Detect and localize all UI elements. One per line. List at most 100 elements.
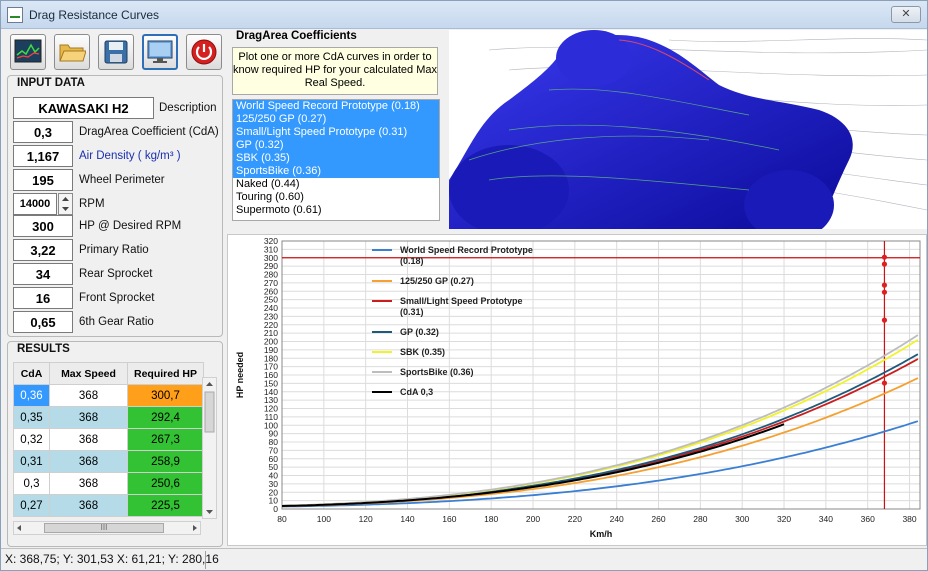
front-sprocket-label: Front Sprocket xyxy=(79,292,155,304)
hp-input[interactable]: 300 xyxy=(13,215,73,237)
cda-list-item[interactable]: Small/Light Speed Prototype (0.31) xyxy=(233,126,439,139)
y-tick-label: 40 xyxy=(269,471,279,481)
display-button[interactable] xyxy=(142,34,178,70)
results-header-row: CdA Max Speed Required HP xyxy=(13,362,204,385)
series-line xyxy=(282,334,919,507)
results-row[interactable]: 0,31 368 258,9 xyxy=(13,450,204,473)
y-tick-label: 100 xyxy=(264,420,278,430)
app-chart-icon xyxy=(7,7,23,23)
air-density-label: Air Density ( kg/m³ ) xyxy=(79,150,181,162)
x-tick-label: 360 xyxy=(861,514,875,524)
results-row[interactable]: 0,3 368 250,6 xyxy=(13,472,204,495)
cda-cell[interactable]: 0,31 xyxy=(13,450,50,473)
results-vertical-scrollbar[interactable] xyxy=(202,377,217,519)
results-row[interactable]: 0,27 368 225,5 xyxy=(13,494,204,517)
required-hp-cell[interactable]: 250,6 xyxy=(127,472,204,495)
required-hp-cell[interactable]: 225,5 xyxy=(127,494,204,517)
max-speed-cell[interactable]: 368 xyxy=(49,450,128,473)
hp-label: HP @ Desired RPM xyxy=(79,220,182,232)
cda-list-item[interactable]: SportsBike (0.36) xyxy=(233,165,439,178)
cda-cell[interactable]: 0,3 xyxy=(13,472,50,495)
max-speed-cell[interactable]: 368 xyxy=(49,494,128,517)
hscroll-thumb[interactable]: III xyxy=(44,523,164,533)
y-tick-label: 10 xyxy=(269,496,279,506)
y-tick-label: 20 xyxy=(269,487,279,497)
cda-list-item[interactable]: GP (0.32) xyxy=(233,139,439,152)
window-title: Drag Resistance Curves xyxy=(29,8,160,22)
cda-cell[interactable]: 0,36 xyxy=(13,384,50,407)
input-data-title: INPUT DATA xyxy=(17,77,85,89)
cda-cell[interactable]: 0,35 xyxy=(13,406,50,429)
save-button[interactable] xyxy=(98,34,134,70)
legend-label: World Speed Record Prototype (0.18) xyxy=(400,245,533,266)
cda-cell[interactable]: 0,32 xyxy=(13,428,50,451)
exit-button[interactable] xyxy=(186,34,222,70)
wheel-perimeter-input[interactable]: 195 xyxy=(13,169,73,191)
cda-list-item[interactable]: World Speed Record Prototype (0.18) xyxy=(233,100,439,113)
status-coordinates: X: 368,75; Y: 301,53 X: 61,21; Y: 280,16 xyxy=(5,552,219,566)
chart-monitor-button[interactable] xyxy=(10,34,46,70)
x-tick-label: 240 xyxy=(610,514,624,524)
required-hp-cell[interactable]: 292,4 xyxy=(127,406,204,429)
y-tick-label: 80 xyxy=(269,437,279,447)
gear-ratio-input[interactable]: 0,65 xyxy=(13,311,73,333)
required-hp-cell[interactable]: 267,3 xyxy=(127,428,204,451)
cda-input[interactable]: 0,3 xyxy=(13,121,73,143)
header-max-speed[interactable]: Max Speed xyxy=(49,362,128,385)
x-tick-label: 320 xyxy=(777,514,791,524)
hp-marker-point xyxy=(881,289,888,295)
hp-marker-point xyxy=(881,317,888,323)
y-tick-label: 270 xyxy=(264,278,278,288)
cda-list-item[interactable]: 125/250 GP (0.27) xyxy=(233,113,439,126)
hscroll-arrows-icon xyxy=(17,525,197,531)
close-button[interactable]: ✕ xyxy=(891,6,921,23)
power-off-icon xyxy=(191,39,217,65)
results-row[interactable]: 0,36 368 300,7 xyxy=(13,384,204,407)
max-speed-cell[interactable]: 368 xyxy=(49,472,128,495)
required-hp-cell[interactable]: 258,9 xyxy=(127,450,204,473)
model-input[interactable]: KAWASAKI H2 xyxy=(13,97,154,119)
y-tick-label: 190 xyxy=(264,345,278,355)
cda-listbox[interactable]: World Speed Record Prototype (0.18) 125/2… xyxy=(232,99,440,221)
legend-label: SBK (0.35) xyxy=(400,347,445,357)
rear-sprocket-input[interactable]: 34 xyxy=(13,263,73,285)
results-horizontal-scrollbar[interactable]: III xyxy=(13,521,201,535)
y-tick-label: 0 xyxy=(273,504,278,514)
header-required-hp[interactable]: Required HP xyxy=(127,362,204,385)
front-sprocket-input[interactable]: 16 xyxy=(13,287,73,309)
x-tick-label: 380 xyxy=(902,514,916,524)
cda-list-item[interactable]: Supermoto (0.61) xyxy=(236,204,322,216)
legend-label: SportsBike (0.36) xyxy=(400,367,474,377)
series-line xyxy=(282,339,919,507)
drag-curves-chart[interactable]: 0 10 20 30 40 50 60 70 80 90 100 110 120 130 140 150 160… xyxy=(227,234,927,546)
rpm-input[interactable]: 14000 xyxy=(13,193,57,215)
max-speed-cell[interactable]: 368 xyxy=(49,384,128,407)
legend-label: 125/250 GP (0.27) xyxy=(400,276,474,286)
cda-list-item[interactable]: Naked (0.44) xyxy=(236,178,300,190)
x-tick-label: 120 xyxy=(359,514,373,524)
y-tick-label: 150 xyxy=(264,378,278,388)
results-row[interactable]: 0,32 368 267,3 xyxy=(13,428,204,451)
primary-ratio-input[interactable]: 3,22 xyxy=(13,239,73,261)
max-speed-cell[interactable]: 368 xyxy=(49,406,128,429)
rpm-spinner[interactable] xyxy=(58,193,73,215)
required-hp-cell[interactable]: 300,7 xyxy=(127,384,204,407)
air-density-input[interactable]: 1,167 xyxy=(13,145,73,167)
results-panel xyxy=(7,341,223,547)
results-row[interactable]: 0,35 368 292,4 xyxy=(13,406,204,429)
legend-label: CdA 0,3 xyxy=(400,387,433,397)
x-axis-label: Km/h xyxy=(590,529,613,539)
y-tick-label: 60 xyxy=(269,454,279,464)
cda-cell[interactable]: 0,27 xyxy=(13,494,50,517)
header-cda[interactable]: CdA xyxy=(13,362,50,385)
series-line xyxy=(282,420,919,508)
rpm-label: RPM xyxy=(79,198,105,210)
cda-list-item[interactable]: Touring (0.60) xyxy=(236,191,304,203)
open-file-button[interactable] xyxy=(54,34,90,70)
max-speed-cell[interactable]: 368 xyxy=(49,428,128,451)
y-tick-label: 210 xyxy=(264,328,278,338)
results-title: RESULTS xyxy=(17,343,70,355)
cda-list-item[interactable]: SBK (0.35) xyxy=(233,152,439,165)
y-tick-label: 200 xyxy=(264,337,278,347)
y-tick-label: 120 xyxy=(264,404,278,414)
